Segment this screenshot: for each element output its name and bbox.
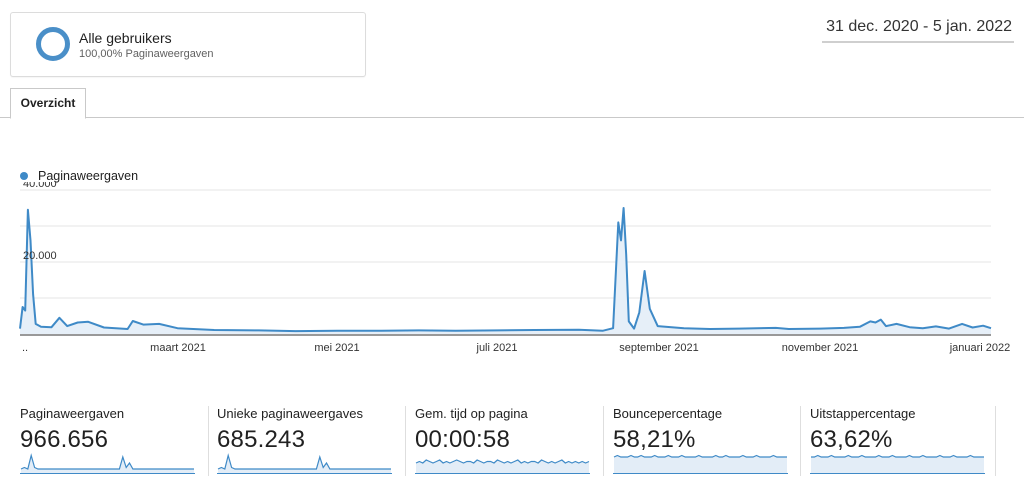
x-tick-label: mei 2021	[314, 342, 359, 354]
legend-dot-icon	[20, 172, 28, 180]
metric-value: 58,21%	[613, 426, 696, 453]
x-tick-label: juli 2021	[476, 342, 518, 354]
tab-overzicht[interactable]: Overzicht	[10, 88, 86, 119]
tab-bar-line	[0, 117, 1024, 118]
metric-card[interactable]: Unieke paginaweergaves 685.243	[217, 406, 397, 486]
series-line-paginaweergaven[interactable]	[19, 207, 992, 333]
y-tick-label: 40.000	[23, 182, 57, 190]
segment-card[interactable]: Alle gebruikers 100,00% Paginaweergaven	[10, 12, 366, 77]
sparkline-line	[613, 454, 787, 458]
metric-divider	[405, 406, 406, 476]
metric-divider	[995, 406, 996, 476]
metric-value: 966.656	[20, 426, 109, 453]
pageviews-chart[interactable]: 20.000 40.000.. maart 2021 mei 2021 juli 202…	[0, 182, 1024, 362]
metric-sparkline	[20, 453, 195, 474]
metric-divider	[208, 406, 209, 476]
metric-sparkline	[415, 459, 590, 474]
metric-value: 63,62%	[810, 426, 893, 453]
metric-sparkline	[613, 454, 788, 474]
sparkline-area	[614, 455, 787, 473]
metric-sparkline	[810, 454, 985, 474]
segment-name: Alle gebruikers	[79, 30, 172, 46]
y-tick-label: 20.000	[23, 250, 57, 262]
date-range-picker[interactable]: 31 dec. 2020 - 5 jan. 2022	[822, 15, 1014, 43]
metric-card[interactable]: Paginaweergaven 966.656	[20, 406, 200, 486]
legend-label: Paginaweergaven	[38, 169, 139, 183]
metric-sparkline	[217, 453, 392, 474]
sparkline-area	[218, 455, 391, 473]
series-area	[20, 208, 991, 334]
sparkline-line	[811, 454, 984, 458]
metric-label: Unieke paginaweergaves	[217, 406, 363, 421]
metric-value: 685.243	[217, 426, 306, 453]
segment-subtitle: 100,00% Paginaweergaven	[79, 48, 214, 60]
metric-label: Paginaweergaven	[20, 406, 125, 421]
sparkline-line	[20, 453, 194, 470]
metric-divider	[800, 406, 801, 476]
metric-divider	[603, 406, 604, 476]
x-tick-label: januari 2022	[949, 342, 1011, 354]
sparkline-area	[811, 455, 984, 473]
metric-card[interactable]: Bouncepercentage 58,21%	[613, 406, 793, 486]
metric-label: Bouncepercentage	[613, 406, 723, 421]
metric-card[interactable]: Gem. tijd op pagina 00:00:58	[415, 406, 595, 486]
x-tick-label: maart 2021	[150, 342, 206, 354]
sparkline-area	[21, 455, 194, 473]
metric-card[interactable]: Uitstappercentage 63,62%	[810, 406, 990, 486]
segment-ring-icon	[36, 27, 70, 61]
metric-value: 00:00:58	[415, 426, 511, 453]
chart-legend[interactable]: Paginaweergaven	[20, 169, 138, 183]
x-tick-label: september 2021	[619, 342, 699, 354]
sparkline-line	[415, 459, 590, 464]
x-tick-label: november 2021	[782, 342, 858, 354]
metric-label: Uitstappercentage	[810, 406, 916, 421]
sparkline-area	[416, 460, 589, 473]
sparkline-line	[217, 453, 391, 470]
x-tick-label: ..	[22, 342, 28, 354]
metric-label: Gem. tijd op pagina	[415, 406, 528, 421]
